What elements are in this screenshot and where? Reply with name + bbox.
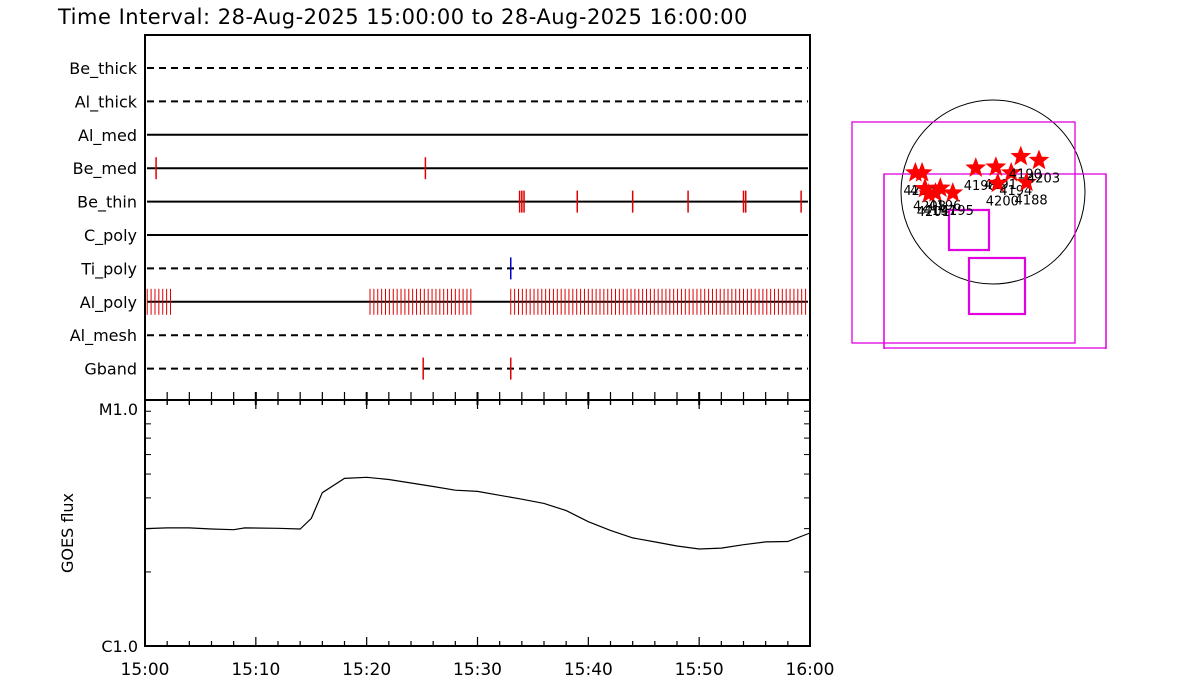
xtick-label: 15:40 [564,660,613,680]
xtick-label: 15:50 [675,660,724,680]
active-region-label: 4195 [941,204,974,219]
active-region-label: 4196 [928,199,961,214]
active-region-label: 4201 [917,205,950,220]
active-region-star-icon [911,161,933,182]
channel-row: Be_thin [77,190,808,213]
active-region: 4195 [941,182,974,219]
ytick-label-top: M1.0 [99,400,138,419]
channel-row: Ti_poly [80,257,808,280]
channel-label: Al_poly [80,293,137,313]
channel-row: C_poly [84,226,808,246]
channel-row: Al_mesh [70,326,808,346]
active-region-label: 4188 [1015,193,1048,208]
active-region: 4200 [986,172,1019,209]
timeline-frame [144,34,811,401]
active-region: 4188 [1015,171,1048,208]
channel-label: Ti_poly [80,259,137,279]
active-region-star-icon [965,157,987,177]
channel-row: Al_med [78,126,808,146]
xtick-label: 15:00 [121,660,170,680]
active-region-star-icon [987,172,1009,193]
channel-label: Be_thin [77,193,137,213]
channel-label: Al_thick [75,92,138,112]
channel-row: Gband [84,357,808,380]
xtick-label: 16:00 [786,660,835,680]
channel-row: Al_poly [80,288,808,315]
active-region-star-icon [985,156,1007,176]
active-region-star-icon [929,177,951,198]
goes-ylabel: GOES flux [58,493,77,573]
active-region-label: 4208 [913,200,946,215]
goes-flux-panel: GOES flux M1.0 C1.0 15:00 15:10 15:20 15:30… [58,392,835,680]
active-region-star-icon [942,182,964,202]
active-region-star-icon [1000,161,1022,182]
solar-disk-map: 4204419942084201419741964195419841914200… [851,99,1107,349]
goes-frame [144,399,811,647]
active-region-label: 4198 [964,179,997,194]
xtick-label: 15:30 [453,660,502,680]
channel-timeline-panel: Be_thick Al_thick Al_med Be_med Be_thin C_pol… [69,34,811,401]
channel-row: Be_thick [69,59,808,79]
fov-box-medium [967,256,1027,316]
channel-label: Be_thick [69,59,137,79]
active-region-label: 4197 [924,204,957,219]
xtick-label: 15:20 [342,660,391,680]
active-region-star-icon [1010,145,1032,166]
active-region: 4198 [964,157,997,194]
channel-row: Al_thick [75,92,808,112]
solar-limb [900,99,1086,285]
active-region: 4203 [1027,149,1060,186]
channel-row: Be_med [73,157,808,180]
goes-flux-series [144,476,811,550]
channel-label: Gband [84,360,137,379]
channel-label: Be_med [73,159,137,179]
active-region-star-icon [1016,171,1037,192]
channel-label: C_poly [84,226,137,246]
channel-label: Al_mesh [70,326,137,346]
time-interval-title: Time Interval: 28-Aug-2025 15:00:00 to 2… [57,5,748,29]
fov-box-small [947,208,991,252]
active-region-star-icon [1028,149,1050,170]
xtick-label: 15:10 [231,660,280,680]
ytick-label-bottom: C1.0 [101,637,138,656]
channel-label: Al_med [78,126,137,146]
active-region-label: 4203 [1027,171,1060,186]
active-region-label: 4200 [986,194,1019,209]
fov-box-large [851,121,1076,344]
active-region: 4196 [928,177,961,214]
